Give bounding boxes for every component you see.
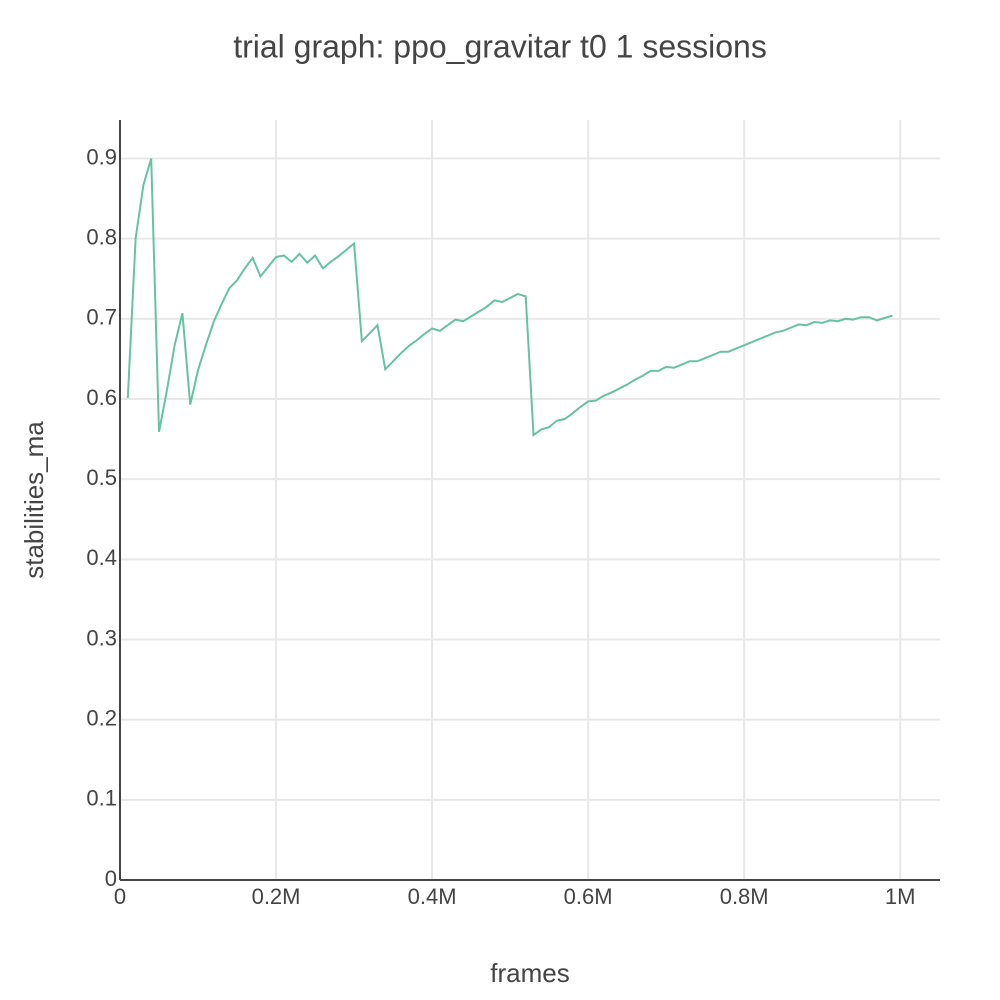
y-tick-label: 0 xyxy=(105,866,117,891)
x-tick-label: 1M xyxy=(885,884,916,909)
y-tick-label: 0.1 xyxy=(86,786,117,811)
x-tick-label: 0 xyxy=(114,884,126,909)
y-tick-label: 0.5 xyxy=(86,465,117,490)
y-tick-label: 0.3 xyxy=(86,625,117,650)
x-tick-label: 0.4M xyxy=(408,884,457,909)
y-tick-label: 0.7 xyxy=(86,305,117,330)
y-tick-label: 0.9 xyxy=(86,144,117,169)
y-tick-label: 0.2 xyxy=(86,705,117,730)
x-tick-label: 0.6M xyxy=(564,884,613,909)
y-tick-label: 0.4 xyxy=(86,545,117,570)
x-tick-label: 0.8M xyxy=(720,884,769,909)
x-tick-label: 0.2M xyxy=(252,884,301,909)
line-series xyxy=(126,158,893,437)
y-tick-label: 0.8 xyxy=(86,224,117,249)
chart-title: trial graph: ppo_gravitar t0 1 sessions xyxy=(233,28,767,64)
y-axis-label: stabilities_ma xyxy=(19,421,49,579)
y-tick-label: 0.6 xyxy=(86,385,117,410)
x-axis-label: frames xyxy=(490,958,569,988)
